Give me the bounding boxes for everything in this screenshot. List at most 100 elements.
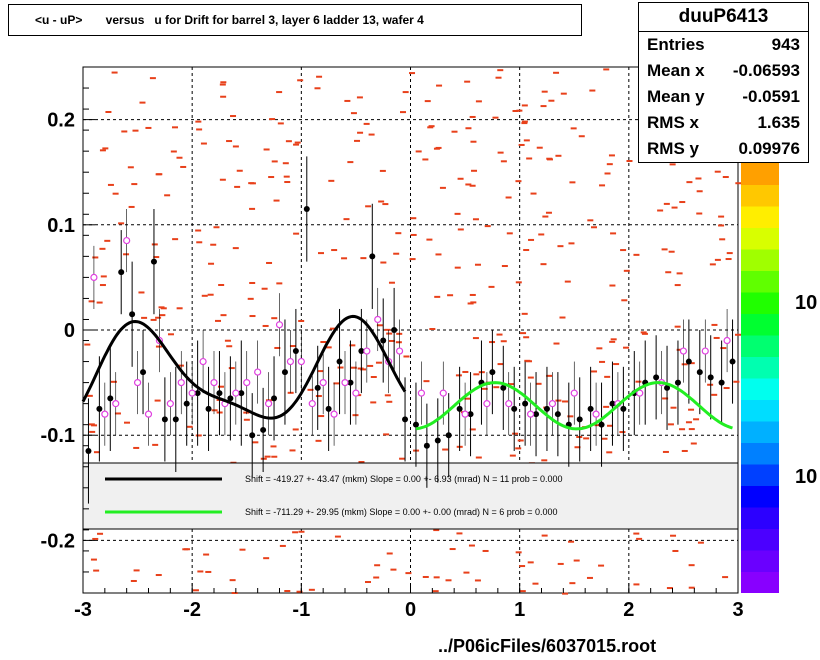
- scatter-point: [449, 548, 456, 551]
- scatter-point: [315, 395, 322, 398]
- open-marker: [275, 321, 284, 329]
- profile-point: [674, 379, 681, 386]
- scatter-point: [155, 173, 162, 176]
- open-marker: [341, 379, 349, 387]
- scatter-point: [220, 95, 227, 98]
- scatter-point: [150, 318, 157, 321]
- scatter-point: [553, 342, 560, 345]
- scatter-point: [473, 373, 480, 376]
- profile-point: [249, 432, 256, 439]
- scatter-point: [334, 535, 341, 538]
- scatter-point: [560, 92, 567, 95]
- scatter-point: [688, 428, 695, 431]
- scatter-point: [718, 215, 725, 218]
- scatter-point: [609, 284, 616, 287]
- palette-swatch: [741, 421, 779, 443]
- scatter-point: [110, 380, 117, 383]
- scatter-point: [380, 261, 387, 264]
- scatter-point: [247, 297, 254, 300]
- scatter-point: [123, 253, 130, 256]
- scatter-point: [686, 181, 693, 184]
- profile-point: [543, 405, 550, 412]
- scatter-point: [249, 182, 256, 185]
- open-marker: [177, 379, 185, 387]
- y-tick-label: 0.2: [47, 110, 75, 132]
- scatter-point: [601, 437, 608, 440]
- scatter-point: [422, 158, 429, 161]
- scatter-point: [274, 346, 281, 349]
- y-tick-label: -0.2: [41, 530, 75, 552]
- scatter-point: [263, 557, 270, 560]
- open-marker: [374, 315, 382, 324]
- scatter-point: [633, 532, 640, 535]
- scatter-point: [294, 141, 301, 144]
- scatter-point: [284, 590, 291, 593]
- scatter-point: [211, 409, 218, 412]
- palette-swatch: [741, 206, 779, 228]
- scatter-point: [523, 336, 530, 339]
- profile-point: [467, 411, 474, 418]
- open-marker: [417, 389, 426, 397]
- stats-value: -0.06593: [732, 61, 800, 80]
- scatter-point: [92, 537, 99, 540]
- scatter-point: [545, 211, 552, 214]
- scatter-point: [666, 587, 673, 590]
- scatter-point: [177, 364, 184, 367]
- scatter-point: [688, 586, 695, 589]
- stats-title: duuP6413: [639, 3, 808, 32]
- scatter-point: [541, 459, 548, 462]
- scatter-point: [553, 71, 560, 74]
- scatter-point: [610, 338, 617, 341]
- scatter-point: [249, 315, 256, 318]
- scatter-point: [604, 375, 611, 378]
- profile-point: [533, 411, 540, 418]
- scatter-point: [538, 233, 545, 236]
- scatter-point: [172, 238, 179, 241]
- scatter-point: [583, 437, 590, 440]
- scatter-point: [633, 583, 640, 586]
- scatter-point: [293, 143, 300, 146]
- scatter-point: [726, 252, 733, 255]
- profile-point: [511, 405, 518, 412]
- scatter-point: [388, 281, 395, 284]
- scatter-point: [609, 340, 616, 343]
- scatter-point: [289, 345, 296, 348]
- scatter-point: [367, 364, 374, 367]
- scatter-point: [436, 84, 443, 87]
- scatter-point: [668, 250, 675, 253]
- scatter-point: [145, 126, 152, 129]
- profile-point: [500, 384, 507, 391]
- y-tick-label: 0.1: [47, 215, 75, 237]
- scatter-point: [606, 163, 613, 166]
- scatter-point: [276, 282, 283, 285]
- scatter-point: [138, 291, 145, 294]
- scatter-point: [521, 120, 528, 123]
- scatter-point: [393, 252, 400, 255]
- profile-point: [554, 411, 561, 418]
- open-marker: [123, 236, 131, 245]
- scatter-point: [474, 579, 481, 582]
- scatter-point: [722, 576, 729, 579]
- scatter-point: [341, 257, 348, 260]
- scatter-point: [574, 446, 581, 449]
- scatter-point: [96, 301, 103, 304]
- scatter-point: [505, 196, 512, 199]
- scatter-point: [688, 564, 695, 567]
- scatter-point: [386, 552, 393, 555]
- profile-point: [696, 369, 703, 376]
- palette-swatch: [741, 227, 779, 250]
- stats-row-rms-x: RMS x 1.635: [639, 110, 808, 136]
- scatter-point: [320, 341, 327, 344]
- open-marker: [592, 410, 600, 418]
- scatter-point: [213, 226, 220, 229]
- scatter-point: [415, 150, 422, 153]
- scatter-point: [382, 203, 389, 206]
- scatter-point: [516, 109, 523, 112]
- open-marker: [232, 389, 240, 397]
- scatter-point: [86, 394, 93, 397]
- scatter-point: [293, 232, 300, 235]
- scatter-point: [695, 177, 702, 180]
- scatter-point: [195, 120, 202, 123]
- profile-point: [172, 416, 179, 423]
- scatter-point: [607, 424, 614, 427]
